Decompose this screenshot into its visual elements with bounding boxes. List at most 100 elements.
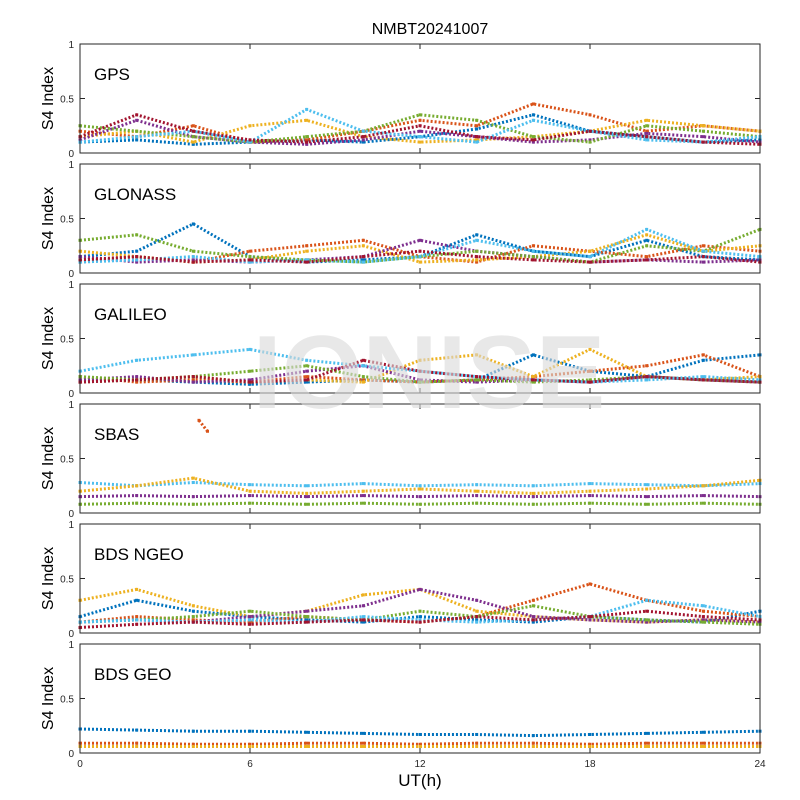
data-point [305, 491, 309, 495]
data-point [588, 742, 592, 746]
data-point [361, 482, 365, 486]
data-point [361, 258, 365, 262]
data-point [248, 378, 252, 382]
data-point [531, 484, 535, 488]
data-point [418, 118, 422, 122]
data-point [475, 732, 479, 736]
data-point [701, 260, 705, 264]
data-point [248, 742, 252, 746]
data-point [701, 730, 705, 734]
y-axis-label: S4 Index [40, 187, 57, 250]
data-point [248, 494, 252, 498]
y-axis-label: S4 Index [40, 67, 57, 130]
data-point [531, 244, 535, 248]
data-point [418, 587, 422, 591]
data-point [588, 618, 592, 622]
y-tick-label: 0.5 [60, 95, 74, 106]
data-point [361, 741, 365, 745]
data-point [361, 620, 365, 624]
data-point [418, 502, 422, 506]
data-point [248, 138, 252, 142]
data-point [645, 731, 649, 735]
data-point [135, 615, 139, 619]
data-point [305, 260, 309, 264]
figure-title: NMBT20241007 [372, 21, 489, 38]
data-point [475, 255, 479, 259]
data-point [645, 620, 649, 624]
data-point [701, 620, 705, 624]
panel-label: SBAS [94, 425, 139, 444]
data-point [418, 129, 422, 133]
data-point [645, 138, 649, 142]
data-point [191, 609, 195, 613]
data-point [701, 358, 705, 362]
data-point [701, 741, 705, 745]
data-point [588, 378, 592, 382]
data-point [135, 494, 139, 498]
data-point [645, 258, 649, 262]
data-point [361, 501, 365, 505]
data-point [305, 618, 309, 622]
data-point [588, 260, 592, 264]
data-point [418, 369, 422, 373]
data-point [191, 260, 195, 264]
data-point [531, 258, 535, 262]
data-point [135, 260, 139, 264]
data-point [701, 484, 705, 488]
y-tick-label: 0 [68, 269, 74, 280]
data-point [418, 135, 422, 139]
data-point [135, 118, 139, 122]
data-point [418, 495, 422, 499]
data-point [701, 135, 705, 139]
y-tick-label: 0 [68, 389, 74, 400]
data-point [361, 138, 365, 142]
data-point [361, 364, 365, 368]
data-point [475, 249, 479, 253]
data-point [248, 489, 252, 493]
data-point [191, 502, 195, 506]
data-point [361, 238, 365, 242]
y-tick-label: 0 [68, 509, 74, 520]
data-point [135, 744, 139, 748]
data-point [361, 494, 365, 498]
data-point [305, 495, 309, 499]
data-point [305, 258, 309, 262]
data-point [531, 615, 535, 619]
data-point [305, 369, 309, 373]
data-point [248, 347, 252, 351]
data-point [645, 255, 649, 259]
x-tick-label: 0 [77, 759, 83, 770]
data-point [135, 380, 139, 384]
data-point [475, 260, 479, 264]
data-point [701, 604, 705, 608]
data-point [475, 118, 479, 122]
plot-area [80, 644, 760, 753]
data-point [645, 227, 649, 231]
data-point [531, 249, 535, 253]
data-point [248, 124, 252, 128]
data-point [305, 135, 309, 139]
data-point [191, 380, 195, 384]
data-point [531, 113, 535, 117]
data-point [361, 615, 365, 619]
y-tick-label: 0.5 [60, 455, 74, 466]
plot-area [80, 524, 760, 633]
data-point [361, 744, 365, 748]
data-point [191, 604, 195, 608]
data-point [418, 742, 422, 746]
data-point [418, 615, 422, 619]
data-point [475, 233, 479, 237]
data-point [418, 487, 422, 491]
data-point [361, 489, 365, 493]
data-point [305, 118, 309, 122]
y-axis-label: S4 Index [40, 307, 57, 370]
data-point [645, 375, 649, 379]
data-point [645, 364, 649, 368]
data-point [531, 138, 535, 142]
data-point [248, 258, 252, 262]
y-tick-label: 1 [68, 640, 74, 651]
data-point [645, 495, 649, 499]
data-point [418, 124, 422, 128]
data-point [135, 728, 139, 732]
data-point [701, 375, 705, 379]
